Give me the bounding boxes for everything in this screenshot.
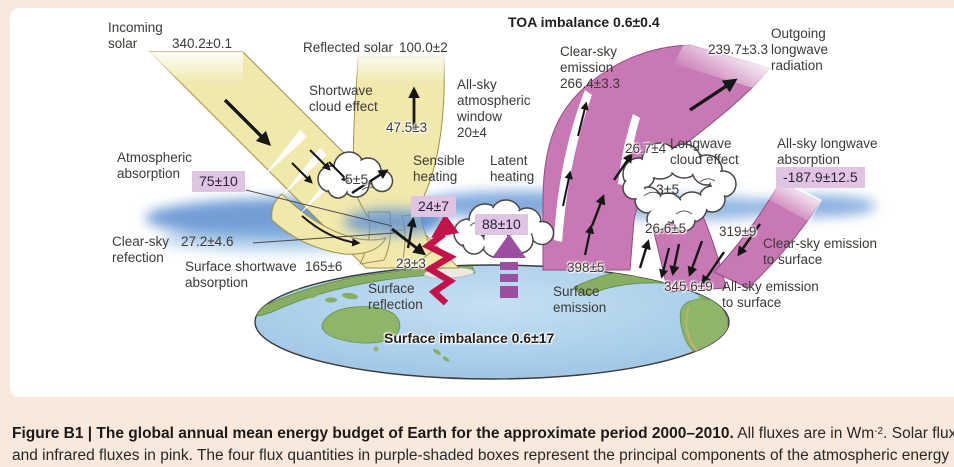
longwave-cloud-effect-label: Longwave cloud effect (670, 136, 739, 167)
surface-shortwave-absorption-value: 165±6 (305, 259, 343, 274)
flux-arrows (223, 78, 761, 286)
clear-sky-refection-value: 27.2±4.6 (181, 234, 234, 249)
flux-box-latent-heating: 88±10 (475, 214, 528, 235)
atmospheric-absorption-label: Atmospheric absorption (117, 150, 193, 181)
longwave-cloud-effect-value: 26.7±4 (625, 141, 667, 156)
caption-line1-a: All fluxes are in Wm (733, 425, 875, 442)
caption-superscript: -2 (874, 426, 884, 437)
sensible-heating-label: Sensible heating (413, 153, 465, 184)
surface-emission-value: 398±5 (567, 260, 605, 275)
caption-bold-lead: Figure B1 | The global annual mean energ… (12, 425, 734, 442)
all-sky-emission-to-surface-label: All-sky emission to surface (722, 279, 819, 310)
earth-globe (254, 264, 730, 380)
sensible-heat-arrow (421, 214, 459, 306)
caption-line1-b: . Solar fluxes are in yellow (883, 425, 954, 442)
surface-imbalance-label: Surface imbalance 0.6±17 (384, 330, 555, 346)
reflected-solar-label: Reflected solar (303, 40, 394, 55)
energy-budget-diagram (145, 40, 876, 380)
shortwave-cloud-value: 5±5 (345, 171, 369, 187)
flux-box-sensible-heating: 24±7 (411, 196, 457, 217)
landmass-australia (321, 306, 401, 344)
clear-sky-refection-label: Clear-sky refection (112, 234, 170, 265)
latent-heating-label: Latent heating (490, 153, 535, 184)
reflected-solar-value: 100.0±2 (399, 40, 448, 55)
flux-box-atmospheric-absorption: 75±10 (192, 171, 245, 192)
all-sky-to-surface-value: 345.6±9 (664, 279, 713, 294)
shortwave-cloud-effect-value: 47.5±3 (386, 120, 428, 135)
surface-shortwave-absorption-label: Surface shortwave absorption (185, 259, 297, 290)
all-sky-window-label: All-sky atmospheric window 20±4 (457, 77, 531, 140)
latent-heat-arrow (492, 234, 526, 298)
leader-lines (245, 189, 395, 244)
surface-emission-label: Surface emission (553, 284, 607, 315)
longwave-cloud (622, 142, 737, 232)
incoming-solar-label: Incoming solar (108, 20, 163, 51)
shortwave-cloud-effect-label: Shortwave cloud effect (309, 83, 378, 114)
clear-sky-emission-to-surface-label: Clear-sky emission to surface (763, 236, 878, 267)
outgoing-longwave-label: Outgoing longwave radiation (771, 26, 829, 73)
all-sky-longwave-absorption-label: All-sky longwave absorption (777, 136, 878, 167)
clear-sky-emission-label: Clear-sky emission 266.4±3.3 (560, 44, 620, 91)
figure-caption: Figure B1 | The global annual mean energ… (12, 421, 954, 467)
flux-box-longwave-absorption: -187.9±12.5 (776, 167, 865, 188)
longwave-cloud-value: 3±5 (656, 181, 680, 197)
incoming-solar-value: 340.2±0.1 (172, 36, 232, 51)
toa-imbalance-label: TOA imbalance 0.6±0.4 (508, 14, 660, 30)
cloud-emission-value: 26.6±5 (645, 221, 687, 236)
caption-line2: and infrared fluxes in pink. The four fl… (12, 447, 954, 464)
clear-sky-to-surface-value: 319±9 (719, 224, 757, 239)
outgoing-longwave-value: 239.7±3.3 (708, 42, 768, 57)
surface-reflection-value: 23±3 (396, 256, 426, 271)
surface-reflection-label: Surface reflection (368, 281, 423, 312)
cloud-to-surface-flux (649, 213, 727, 293)
